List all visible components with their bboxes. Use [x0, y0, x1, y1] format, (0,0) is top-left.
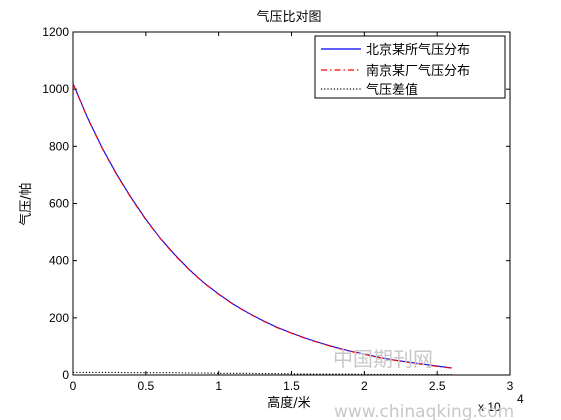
legend-label-difference: 气压差值 — [366, 82, 418, 98]
y-tick-label: 800 — [49, 139, 69, 153]
series-layer — [72, 83, 452, 376]
chart-title: 气压比对图 — [256, 9, 321, 25]
series-line-difference — [73, 371, 452, 376]
y-tick-label: 400 — [49, 254, 69, 268]
axis-ticks: 0 0.5 1 1.5 2 2.5 3 0 200 400 600 800 1000 1200 — [42, 25, 513, 393]
watermark-url: www.chinaqking.com — [334, 402, 514, 420]
y-tick-label: 0 — [62, 368, 69, 382]
x-tick-label: 1 — [215, 379, 222, 393]
x-axis-label: 高度/米 — [267, 395, 310, 411]
legend-label-nanjing: 南京某厂气压分布 — [366, 63, 470, 79]
x-tick-label: 0.5 — [137, 379, 154, 393]
legend-label-beijing: 北京某所气压分布 — [366, 42, 470, 58]
x-tick-label: 1.5 — [283, 379, 300, 393]
y-tick-label: 1200 — [42, 25, 69, 39]
x-exponent: x 10 4 — [478, 392, 524, 414]
legend: 北京某所气压分布 南京某厂气压分布 气压差值 — [314, 35, 506, 99]
x-exponent-power: 4 — [517, 392, 524, 406]
y-tick-label: 1000 — [42, 82, 69, 96]
x-tick-label: 0 — [70, 379, 77, 393]
y-tick-label: 600 — [49, 197, 69, 211]
y-axis-label: 气压/帕 — [18, 182, 34, 225]
x-exponent-base: x 10 — [478, 400, 501, 414]
x-tick-label: 3 — [507, 379, 514, 393]
x-tick-label: 2 — [361, 379, 368, 393]
legend-box — [314, 35, 506, 99]
x-tick-label: 2.5 — [429, 379, 446, 393]
watermark-text: 中国期刊网 — [333, 347, 433, 371]
series-line-nanjing — [72, 83, 452, 369]
y-tick-label: 200 — [49, 311, 69, 325]
